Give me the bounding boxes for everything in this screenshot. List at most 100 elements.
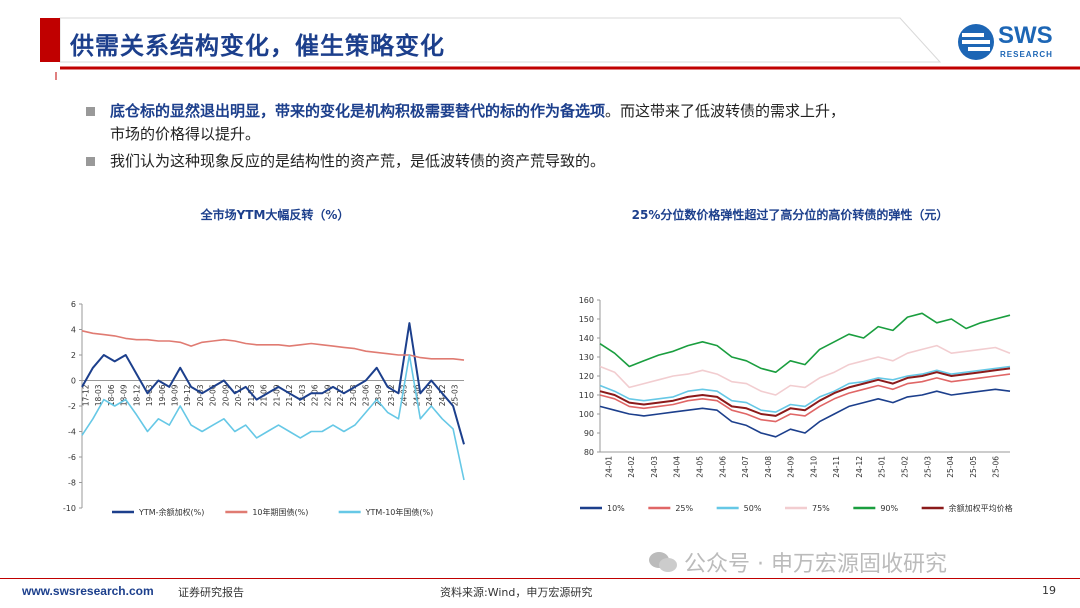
footer-url[interactable]: www.swsresearch.com — [22, 584, 154, 598]
legend-label: 75% — [812, 504, 830, 513]
bullet-item: 底仓标的显然退出明显，带来的变化是机构积极需要替代的标的作为备选项。而这带来了低… — [86, 100, 1026, 146]
series-line — [599, 388, 1011, 438]
x-tick-label: 24-09 — [425, 384, 434, 406]
x-tick-label: 25-03 — [923, 456, 932, 478]
footer-rule — [0, 578, 1080, 579]
y-tick-label: -4 — [68, 428, 76, 437]
series-line — [599, 344, 1011, 396]
x-tick-label: 21-09 — [272, 384, 281, 406]
series-line — [81, 322, 465, 445]
y-tick-label: 100 — [579, 410, 594, 419]
legend-label: 50% — [744, 504, 762, 513]
chart-left-ytm: -10 -8 -6 -4 -2 0 2 4 6 17-12 18-03 18-06 18-09 18-12… — [63, 300, 465, 517]
x-tick-label: 24-10 — [809, 456, 818, 478]
footer-source: 资料来源:Wind，申万宏源研究 — [440, 586, 593, 599]
x-tick-label: 20-12 — [234, 384, 243, 406]
x-tick-label: 25-01 — [878, 456, 887, 478]
bullet-list: 底仓标的显然退出明显，带来的变化是机构积极需要替代的标的作为备选项。而这带来了低… — [86, 100, 1026, 177]
series-line — [599, 373, 1011, 423]
x-tick-label: 24-08 — [764, 456, 773, 478]
header-banner — [40, 17, 1080, 80]
x-tick-label: 20-06 — [209, 384, 218, 406]
y-tick-label: -6 — [68, 453, 76, 462]
x-tick-label: 20-03 — [196, 384, 205, 406]
bullet-emphasis: 底仓标的显然退出明显，带来的变化是机构积极需要替代的标的作为备选项 — [110, 102, 606, 120]
x-tick-label: 22-06 — [311, 384, 320, 406]
y-tick-label: -10 — [63, 504, 76, 513]
chart-left-title: 全市场YTM大幅反转（%） — [200, 208, 350, 222]
x-tick-label: 23-12 — [387, 384, 396, 406]
y-tick-label: 160 — [579, 296, 594, 305]
x-tick-label: 24-09 — [787, 456, 796, 478]
x-tick-label: 22-03 — [298, 384, 307, 406]
x-tick-label: 19-06 — [158, 384, 167, 406]
chart-right-title: 25%分位数价格弹性超过了高分位的高价转债的弹性（元） — [631, 208, 949, 222]
x-tick-label: 24-03 — [650, 456, 659, 478]
footer-doc-type: 证券研究报告 — [178, 586, 244, 599]
slide-header: 供需关系结构变化，催生策略变化 SWS RESEARCH — [0, 0, 1080, 80]
x-tick-label: 24-11 — [832, 456, 841, 478]
y-tick-label: -2 — [68, 402, 76, 411]
x-tick-label: 25-02 — [901, 456, 910, 478]
x-tick-label: 19-12 — [183, 384, 192, 406]
legend-label: 90% — [880, 504, 898, 513]
y-tick-label: 6 — [71, 300, 76, 309]
x-tick-label: 24-05 — [696, 456, 705, 478]
legend-label: 10% — [607, 504, 625, 513]
x-tick-label: 25-05 — [969, 456, 978, 478]
series-line — [81, 330, 465, 361]
x-tick-label: 24-12 — [855, 456, 864, 478]
x-tick-label: 24-01 — [604, 456, 613, 478]
x-tick-label: 25-04 — [946, 456, 955, 478]
x-tick-label: 23-09 — [374, 384, 383, 406]
x-tick-label: 21-12 — [285, 384, 294, 406]
series-line — [81, 354, 465, 481]
header-accent — [40, 18, 60, 62]
x-tick-label: 22-12 — [336, 384, 345, 406]
x-tick-label: 17-12 — [81, 384, 90, 406]
x-tick-label: 24-04 — [673, 456, 682, 478]
x-tick-label: 24-03 — [400, 384, 409, 406]
page-number: 19 — [1042, 584, 1056, 597]
y-tick-label: 130 — [579, 353, 594, 362]
y-tick-label: -8 — [68, 479, 76, 488]
x-tick-label: 24-07 — [741, 456, 750, 478]
legend-label: 25% — [675, 504, 693, 513]
x-tick-label: 19-09 — [171, 384, 180, 406]
legend-label: 余额加权平均价格 — [949, 503, 1013, 513]
x-tick-label: 19-03 — [145, 384, 154, 406]
bullet-square-icon — [86, 157, 95, 166]
legend-label: YTM-余额加权(%) — [138, 507, 204, 517]
x-tick-label: 21-03 — [247, 384, 256, 406]
x-tick-label: 24-12 — [438, 384, 447, 406]
legend-label: YTM-10年国债(%) — [365, 507, 434, 517]
slide-title: 供需关系结构变化，催生策略变化 — [70, 32, 445, 60]
watermark: 公众号 · 申万宏源固收研究 — [648, 546, 947, 578]
x-tick-label: 22-09 — [323, 384, 332, 406]
x-tick-label: 25-06 — [992, 456, 1001, 478]
series-line — [599, 365, 1011, 413]
y-tick-label: 140 — [579, 334, 594, 343]
y-tick-label: 2 — [71, 351, 76, 360]
bullet-text-line2: 市场的价格得以提升。 — [110, 125, 261, 143]
x-tick-label: 24-02 — [627, 456, 636, 478]
x-tick-label: 23-03 — [349, 384, 358, 406]
bullet-text: 。而这带来了低波转债的需求上升， — [605, 102, 846, 120]
x-tick-label: 18-12 — [132, 384, 141, 406]
chart-right-price-elasticity: 80 90 100 110 120 130 140 150 160 24-01 24-02 24-03… — [579, 296, 1013, 513]
y-tick-label: 110 — [579, 391, 594, 400]
y-tick-label: 120 — [579, 372, 594, 381]
x-tick-label: 18-06 — [107, 384, 116, 406]
x-tick-label: 18-09 — [120, 384, 129, 406]
bullet-square-icon — [86, 107, 95, 116]
wechat-icon — [649, 552, 677, 572]
x-tick-label: 18-03 — [94, 384, 103, 406]
x-tick-label: 25-03 — [451, 384, 460, 406]
series-line — [599, 312, 1011, 373]
legend-label: 10年期国债(%) — [252, 507, 308, 517]
bullet-text: 我们认为这种现象反应的是结构性的资产荒，是低波转债的资产荒导致的。 — [110, 152, 606, 170]
x-tick-label: 20-09 — [221, 384, 230, 406]
y-tick-label: 4 — [71, 326, 76, 335]
sws-logo: SWS RESEARCH — [956, 20, 1066, 64]
bullet-item: 我们认为这种现象反应的是结构性的资产荒，是低波转债的资产荒导致的。 — [86, 150, 1026, 173]
